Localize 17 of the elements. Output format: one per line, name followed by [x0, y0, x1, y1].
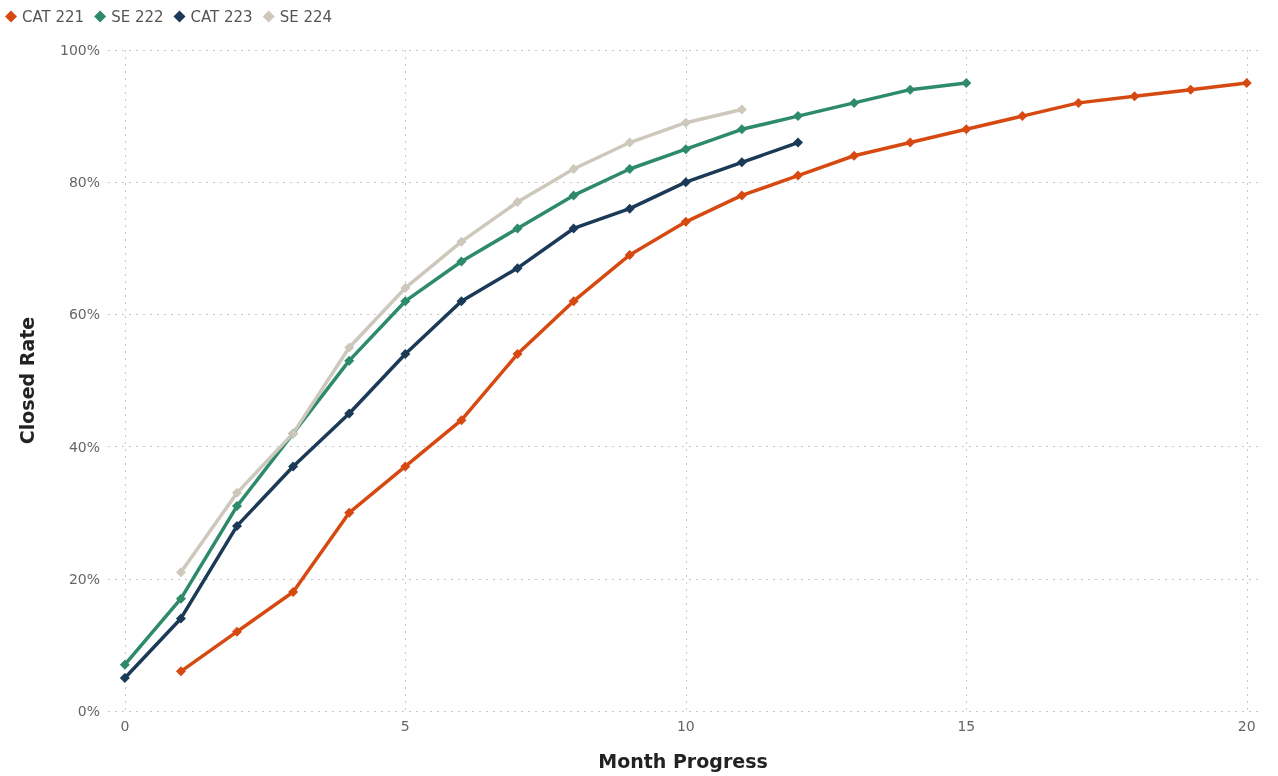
- x-tick-label: 5: [400, 718, 410, 734]
- y-tick-label: 100%: [59, 42, 100, 58]
- y-tick-label: 0%: [77, 703, 100, 719]
- y-axis-title: Closed Rate: [15, 316, 38, 445]
- legend-label: SE 222: [111, 7, 164, 26]
- legend-label: CAT 223: [190, 7, 253, 26]
- x-axis-title: Month Progress: [598, 749, 768, 772]
- legend-label: CAT 221: [22, 7, 85, 26]
- x-tick-label: 20: [1237, 718, 1256, 734]
- y-tick-label: 60%: [68, 306, 100, 323]
- x-tick-label: 10: [676, 718, 695, 734]
- x-tick-label: 15: [957, 718, 976, 734]
- y-tick-label: 80%: [68, 174, 100, 191]
- legend-label: SE 224: [279, 7, 333, 26]
- x-tick-label: 0: [120, 718, 130, 734]
- y-tick-label: 40%: [68, 438, 100, 455]
- y-tick-label: 20%: [68, 570, 100, 587]
